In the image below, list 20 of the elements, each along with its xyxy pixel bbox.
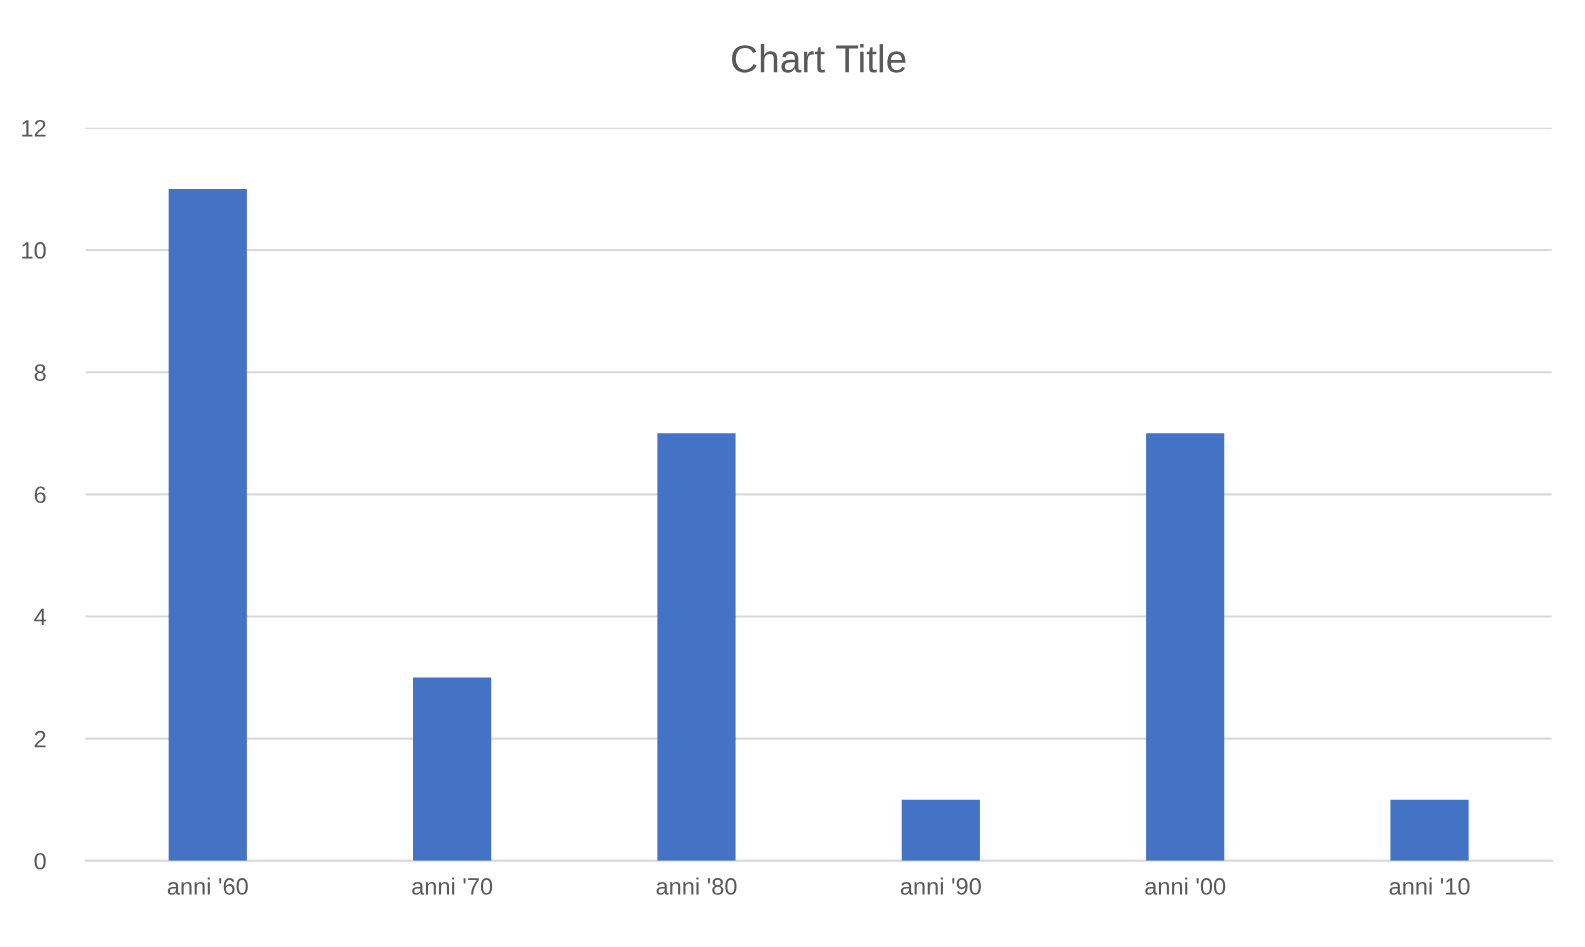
y-tick-label: 6 <box>34 486 46 504</box>
bar <box>1390 799 1469 861</box>
bar <box>901 799 980 861</box>
bar <box>657 433 736 861</box>
x-tick-label: anni '70 <box>412 877 493 895</box>
y-tick-label: 8 <box>34 364 46 381</box>
y-tick-label: 0 <box>34 852 46 870</box>
x-tick-label: anni '10 <box>1389 877 1470 895</box>
bar <box>413 677 492 861</box>
x-tick-label: anni '60 <box>167 877 248 895</box>
bar <box>1146 433 1225 861</box>
y-tick-label: 2 <box>34 730 46 748</box>
chart-title: Chart Title <box>732 44 906 73</box>
x-tick-label: anni '80 <box>656 877 737 895</box>
x-tick-label: anni '90 <box>900 877 981 895</box>
y-tick-label: 4 <box>34 608 47 626</box>
y-tick-label: 12 <box>22 119 46 137</box>
bar <box>168 188 247 861</box>
y-tick-label: 10 <box>22 242 46 259</box>
x-tick-label: anni '00 <box>1145 877 1226 895</box>
